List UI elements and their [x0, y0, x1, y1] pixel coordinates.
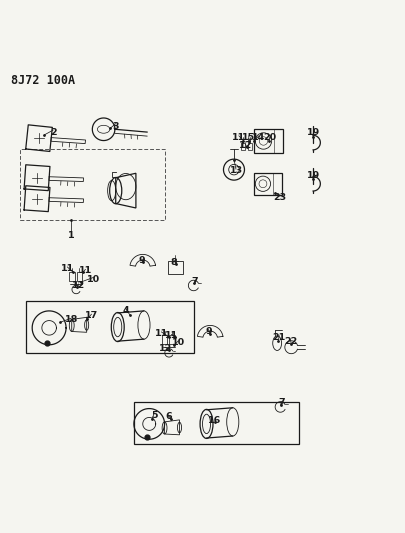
Bar — [77, 272, 82, 281]
Text: 9: 9 — [205, 327, 212, 336]
Text: 11: 11 — [155, 329, 168, 338]
Text: 3: 3 — [113, 122, 119, 131]
Text: 1: 1 — [68, 231, 75, 240]
Text: 12: 12 — [239, 141, 252, 150]
Bar — [20, 149, 165, 220]
Text: 7: 7 — [191, 277, 198, 286]
Text: 11: 11 — [165, 332, 178, 341]
Text: 19: 19 — [307, 128, 320, 137]
Bar — [168, 261, 183, 274]
Text: 22: 22 — [284, 337, 297, 346]
Bar — [241, 143, 245, 150]
Text: 19: 19 — [307, 171, 320, 180]
Text: 17: 17 — [85, 311, 98, 320]
Text: 10: 10 — [172, 338, 185, 347]
Text: 2: 2 — [50, 128, 56, 137]
Text: 20: 20 — [264, 133, 277, 142]
Text: 16: 16 — [208, 416, 221, 425]
Text: 8J72 100A: 8J72 100A — [11, 74, 75, 86]
Text: 12: 12 — [72, 281, 85, 290]
Text: 18: 18 — [65, 316, 78, 324]
Text: 21: 21 — [273, 333, 286, 342]
Text: 12: 12 — [159, 344, 172, 353]
Bar — [248, 143, 252, 150]
Bar — [69, 272, 75, 281]
Text: 6: 6 — [165, 412, 171, 421]
Bar — [162, 335, 167, 344]
Text: 23: 23 — [273, 193, 287, 203]
Bar — [254, 130, 283, 152]
Text: 11: 11 — [232, 133, 245, 142]
Text: 14: 14 — [252, 133, 266, 142]
Text: 9: 9 — [139, 256, 145, 265]
Text: 11: 11 — [61, 264, 74, 273]
Bar — [169, 335, 175, 344]
Text: 13: 13 — [230, 166, 243, 175]
Text: 10: 10 — [87, 274, 100, 284]
Text: 5: 5 — [151, 410, 157, 419]
Text: 7: 7 — [278, 399, 285, 407]
Bar — [254, 173, 281, 195]
Text: 15: 15 — [242, 133, 256, 142]
Text: 8: 8 — [171, 257, 178, 266]
Text: 4: 4 — [122, 305, 129, 314]
Text: 11: 11 — [79, 266, 92, 276]
